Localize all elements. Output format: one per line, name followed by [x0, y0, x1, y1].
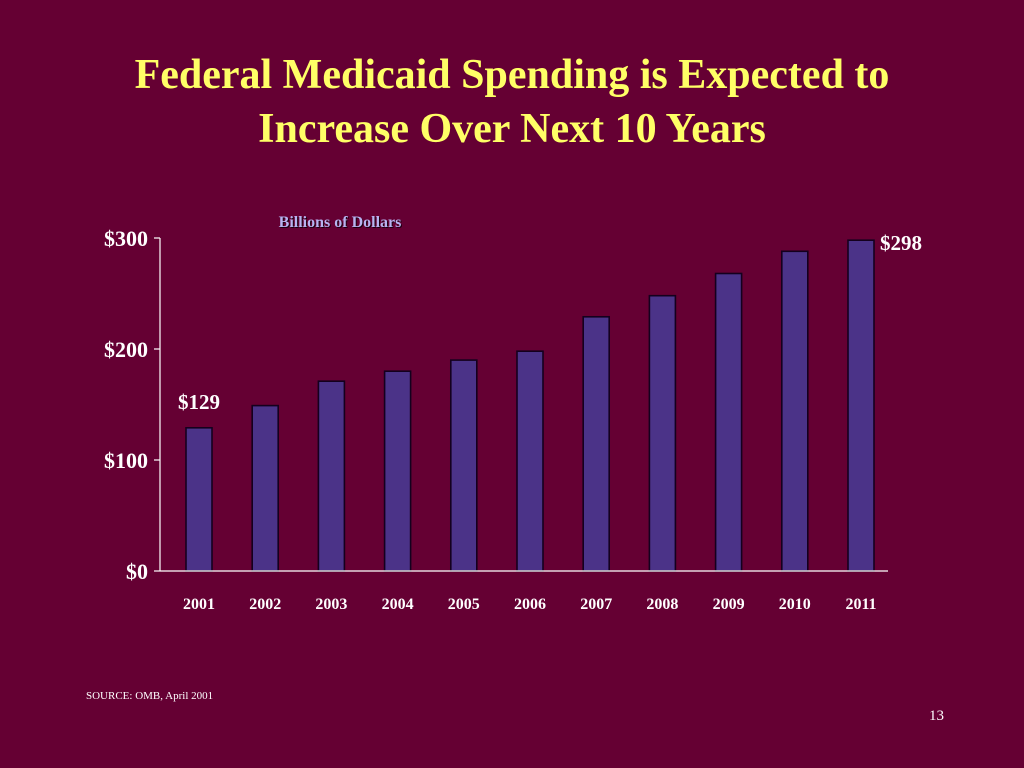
- bar-2004: [383, 370, 412, 572]
- x-tick-label: 2009: [713, 596, 745, 613]
- y-tick-label: $300: [104, 226, 148, 251]
- bar-2006: [516, 350, 544, 572]
- x-tick-label: 2011: [845, 596, 876, 613]
- x-tick-label: 2004: [382, 596, 414, 613]
- source-note: SOURCE: OMB, April 2001: [86, 690, 214, 702]
- y-tick-label: $200: [104, 337, 148, 362]
- bar-2011: [847, 239, 875, 572]
- data-label-2001: $129: [178, 390, 220, 414]
- x-tick-label: 2002: [249, 596, 281, 613]
- units-label: Billions of Dollars: [278, 214, 402, 231]
- bar-2008: [648, 294, 677, 572]
- slide-title: Federal Medicaid Spending is Expected to…: [0, 48, 1024, 156]
- title-line-2: Increase Over Next 10 Years: [258, 106, 766, 152]
- data-label-2011: $298: [880, 231, 922, 255]
- x-tick-label: 2006: [514, 596, 546, 613]
- bar-2010: [780, 250, 809, 572]
- bar-2007: [582, 315, 611, 572]
- x-tick-label: 2010: [779, 596, 811, 613]
- title-line-1: Federal Medicaid Spending is Expected to: [134, 52, 890, 98]
- bar-2005: [449, 359, 478, 572]
- bar-2002: [251, 404, 279, 572]
- y-tick-label: $100: [104, 448, 148, 473]
- y-tick-label: $0: [126, 559, 148, 584]
- page-number: 13: [929, 708, 944, 724]
- x-tick-label: 2008: [646, 596, 678, 613]
- bar-2009: [714, 272, 743, 572]
- x-tick-label: 2003: [315, 596, 347, 613]
- bar-2003: [317, 380, 346, 572]
- bar-2001: [185, 426, 213, 572]
- x-tick-label: 2005: [448, 596, 480, 613]
- x-tick-label: 2007: [580, 596, 612, 613]
- x-tick-label: 2001: [183, 596, 215, 613]
